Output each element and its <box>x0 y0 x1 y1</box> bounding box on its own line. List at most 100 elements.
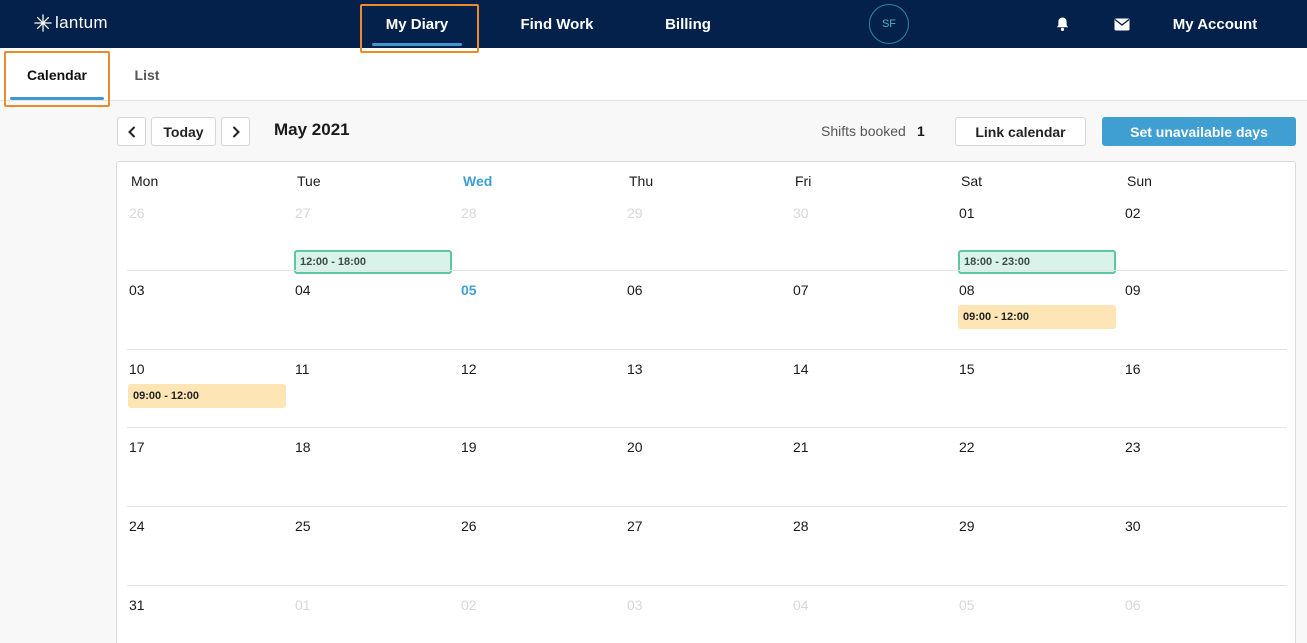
day-number: 04 <box>295 282 311 298</box>
day-number: 14 <box>793 361 809 377</box>
day-cell[interactable]: 28 <box>459 194 625 272</box>
day-cell[interactable]: 13 <box>625 350 791 428</box>
day-number: 11 <box>295 361 310 377</box>
day-cell[interactable]: 28 <box>791 507 957 585</box>
day-cell[interactable]: 02 <box>459 586 625 643</box>
day-cell[interactable]: 24 <box>127 507 293 585</box>
weekday-thu: Thu <box>629 173 654 189</box>
day-cell[interactable]: 25 <box>293 507 459 585</box>
nav-my-account[interactable]: My Account <box>1172 15 1258 33</box>
day-cell[interactable]: 01 18:00 - 23:00 <box>957 194 1123 274</box>
day-cell[interactable]: 29 <box>625 194 791 272</box>
day-number: 02 <box>1125 205 1141 221</box>
day-cell[interactable]: 08 09:00 - 12:00 <box>957 271 1123 349</box>
nav-billing[interactable]: Billing <box>665 15 711 33</box>
day-cell[interactable]: 02 <box>1123 194 1289 272</box>
day-cell[interactable]: 14 <box>791 350 957 428</box>
day-number: 25 <box>295 518 311 534</box>
day-number: 29 <box>959 518 975 534</box>
day-cell[interactable]: 18 <box>293 428 459 506</box>
day-number: 26 <box>461 518 477 534</box>
day-cell[interactable]: 03 <box>625 586 791 643</box>
day-number: 23 <box>1125 439 1141 455</box>
day-cell[interactable]: 04 <box>293 271 459 349</box>
star-icon <box>34 14 52 32</box>
day-cell[interactable]: 05 <box>957 586 1123 643</box>
today-button[interactable]: Today <box>151 117 216 146</box>
week-separator <box>127 270 1287 271</box>
previous-month-button[interactable] <box>117 117 146 146</box>
day-number: 17 <box>129 439 145 455</box>
tab-calendar[interactable]: Calendar <box>10 48 104 101</box>
day-cell[interactable]: 04 <box>791 586 957 643</box>
month-title: May 2021 <box>274 120 350 139</box>
day-cell[interactable]: 06 <box>625 271 791 349</box>
day-cell[interactable]: 16 <box>1123 350 1289 428</box>
week-separator <box>127 585 1287 586</box>
day-cell[interactable]: 12 <box>459 350 625 428</box>
weekday-wed: Wed <box>463 173 493 189</box>
next-month-button[interactable] <box>221 117 250 146</box>
day-number: 07 <box>793 282 809 298</box>
mail-icon[interactable] <box>1110 12 1134 36</box>
week-separator <box>127 427 1287 428</box>
day-cell[interactable]: 29 <box>957 507 1123 585</box>
day-cell[interactable]: 27 12:00 - 18:00 <box>293 194 459 274</box>
day-cell[interactable]: 07 <box>791 271 957 349</box>
day-number: 27 <box>295 205 311 221</box>
month-calendar: Mon Tue Wed Thu Fri Sat Sun 26 27 12:00 - 18:00 2… <box>116 161 1296 643</box>
brand-name: lantum <box>55 13 108 32</box>
set-unavailable-days-button[interactable]: Set unavailable days <box>1102 117 1296 146</box>
day-cell[interactable]: 30 <box>791 194 957 272</box>
day-cell[interactable]: 09 <box>1123 271 1289 349</box>
weekday-mon: Mon <box>131 173 159 189</box>
day-number: 05 <box>461 282 477 298</box>
day-cell[interactable]: 06 <box>1123 586 1289 643</box>
day-cell[interactable]: 26 <box>127 194 293 272</box>
day-number: 20 <box>627 439 643 455</box>
day-cell[interactable]: 20 <box>625 428 791 506</box>
day-number: 28 <box>793 518 809 534</box>
day-cell[interactable]: 10 09:00 - 12:00 <box>127 350 293 428</box>
day-cell[interactable]: 26 <box>459 507 625 585</box>
day-number: 15 <box>959 361 975 377</box>
avatar[interactable]: SF <box>869 4 909 44</box>
day-cell[interactable]: 03 <box>127 271 293 349</box>
day-number: 06 <box>627 282 643 298</box>
day-cell[interactable]: 05 <box>459 271 625 349</box>
day-cell[interactable]: 30 <box>1123 507 1289 585</box>
day-cell[interactable]: 22 <box>957 428 1123 506</box>
shift-pending[interactable]: 09:00 - 12:00 <box>128 384 286 408</box>
day-cell[interactable]: 19 <box>459 428 625 506</box>
nav-my-diary[interactable]: My Diary <box>372 0 462 48</box>
day-cell[interactable]: 21 <box>791 428 957 506</box>
day-cell[interactable]: 01 <box>293 586 459 643</box>
day-number: 24 <box>129 518 145 534</box>
day-cell[interactable]: 15 <box>957 350 1123 428</box>
day-number: 03 <box>129 282 145 298</box>
day-cell[interactable]: 31 <box>127 586 293 643</box>
weekday-fri: Fri <box>795 173 812 189</box>
day-number: 22 <box>959 439 975 455</box>
chevron-right-icon <box>232 125 240 138</box>
day-cell[interactable]: 27 <box>625 507 791 585</box>
day-cell[interactable]: 23 <box>1123 428 1289 506</box>
bell-icon[interactable] <box>1050 12 1074 36</box>
day-number: 30 <box>793 205 809 221</box>
tab-list[interactable]: List <box>134 66 160 83</box>
weekday-sun: Sun <box>1127 173 1152 189</box>
day-cell[interactable]: 11 <box>293 350 459 428</box>
day-number: 06 <box>1125 597 1141 613</box>
week-separator <box>127 506 1287 507</box>
day-number: 29 <box>627 205 643 221</box>
shift-pending[interactable]: 09:00 - 12:00 <box>958 305 1116 329</box>
day-number: 21 <box>793 439 809 455</box>
lantum-logo[interactable]: lantum <box>34 12 108 34</box>
weekday-sat: Sat <box>961 173 983 189</box>
nav-find-work[interactable]: Find Work <box>520 15 594 33</box>
day-number: 19 <box>461 439 477 455</box>
day-number: 16 <box>1125 361 1141 377</box>
day-number: 09 <box>1125 282 1141 298</box>
day-cell[interactable]: 17 <box>127 428 293 506</box>
link-calendar-button[interactable]: Link calendar <box>955 117 1086 146</box>
